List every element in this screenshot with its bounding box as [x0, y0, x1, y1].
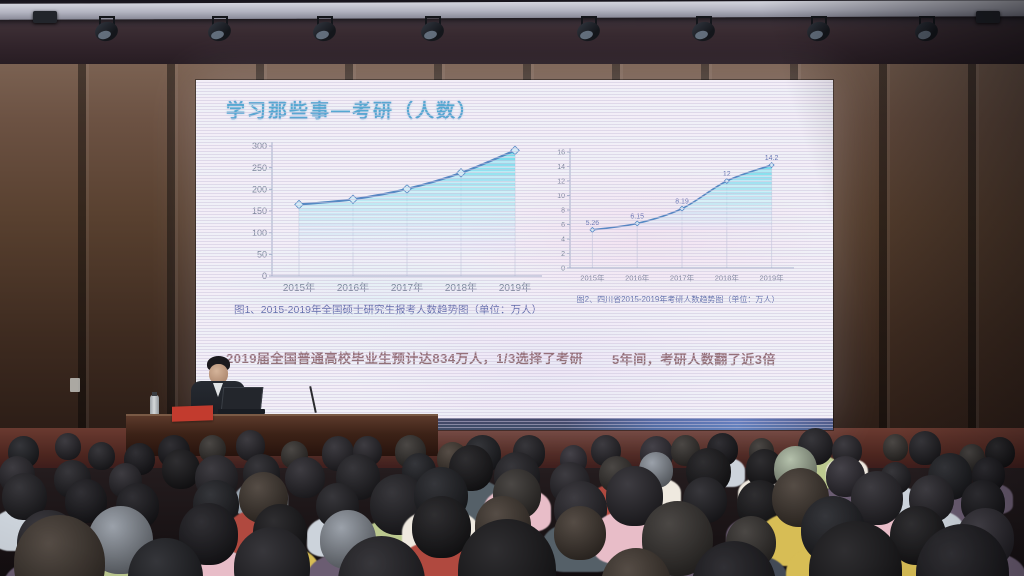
- screen-bottom-band: [196, 418, 833, 430]
- spotlight-icon: [206, 16, 233, 48]
- svg-text:200: 200: [252, 184, 267, 194]
- svg-text:5.26: 5.26: [586, 220, 600, 227]
- chart-right-caption: 图2、四川省2015-2019年考研人数趋势图（单位：万人）: [576, 295, 780, 304]
- svg-text:2: 2: [561, 251, 565, 258]
- svg-text:14.2: 14.2: [765, 155, 779, 162]
- svg-text:100: 100: [252, 228, 267, 238]
- chart-sichuan-applicants: 0 2 4 6 8 10 12 14 16 2015年 2016年 2017年 2018年 2019年 5.…: [548, 142, 806, 292]
- svg-text:2016年: 2016年: [337, 281, 369, 294]
- svg-text:14: 14: [557, 164, 565, 171]
- spotlight-icon: [690, 16, 717, 48]
- svg-text:10: 10: [557, 193, 565, 200]
- svg-text:2015年: 2015年: [283, 281, 315, 294]
- svg-text:2016年: 2016年: [625, 273, 650, 283]
- spotlight-icon: [311, 16, 338, 48]
- national-applicants-area-chart: 0 50 100 150 200 250 300 2015年 2016年 2017年 2018年 20…: [252, 141, 542, 294]
- slide-title: 学习那些事—考研（人数）: [226, 101, 479, 122]
- svg-text:50: 50: [257, 249, 267, 259]
- ceiling-projector-box: [976, 11, 1000, 23]
- svg-text:0: 0: [262, 271, 267, 281]
- svg-text:6.15: 6.15: [630, 213, 644, 220]
- slide-note-growth: 5年间，考研人数翻了近3倍: [612, 352, 776, 367]
- spotlight-icon: [913, 16, 940, 48]
- svg-text:8.19: 8.19: [675, 199, 689, 206]
- svg-text:4: 4: [561, 236, 565, 243]
- spotlight-icon: [575, 16, 602, 48]
- svg-text:250: 250: [252, 163, 267, 173]
- svg-text:6: 6: [561, 222, 565, 229]
- svg-text:2019年: 2019年: [760, 273, 785, 283]
- hall-floor-shadow: [0, 468, 1024, 576]
- spotlight-icon: [805, 16, 832, 48]
- svg-text:8: 8: [561, 207, 565, 214]
- svg-text:150: 150: [252, 206, 267, 216]
- svg-text:2017年: 2017年: [391, 281, 423, 294]
- svg-text:2017年: 2017年: [670, 273, 695, 283]
- led-presentation-screen: 学习那些事—考研（人数） 0 50 100 150 200 250 300 2015年 2016…: [196, 80, 833, 430]
- sichuan-applicants-area-chart: 0 2 4 6 8 10 12 14 16 2015年 2016年 2017年 2018年 2019年 5.…: [557, 148, 794, 283]
- chart-national-applicants: 0 50 100 150 200 250 300 2015年 2016年 2017年 2018年 20…: [242, 138, 552, 302]
- wall-switch-plate: [70, 378, 80, 392]
- spotlight-icon: [419, 16, 446, 48]
- svg-text:2019年: 2019年: [499, 281, 531, 294]
- ceiling: [0, 0, 1024, 64]
- svg-text:16: 16: [557, 149, 565, 156]
- spotlight-icon: [93, 16, 120, 48]
- svg-text:2018年: 2018年: [445, 281, 477, 294]
- svg-text:300: 300: [252, 141, 267, 151]
- svg-text:12: 12: [557, 178, 565, 185]
- chart-left-caption: 图1、2015-2019年全国硕士研究生报考人数趋势图（单位：万人）: [233, 304, 543, 316]
- svg-text:0: 0: [561, 265, 565, 272]
- svg-text:12: 12: [723, 171, 731, 178]
- ceiling-projector-box: [33, 11, 57, 23]
- svg-text:2018年: 2018年: [715, 273, 740, 283]
- ceiling-light-beam: [0, 0, 1024, 20]
- svg-text:2015年: 2015年: [580, 273, 605, 283]
- slide-note-graduates: 2019届全国普通高校毕业生预计达834万人，1/3选择了考研: [226, 351, 584, 366]
